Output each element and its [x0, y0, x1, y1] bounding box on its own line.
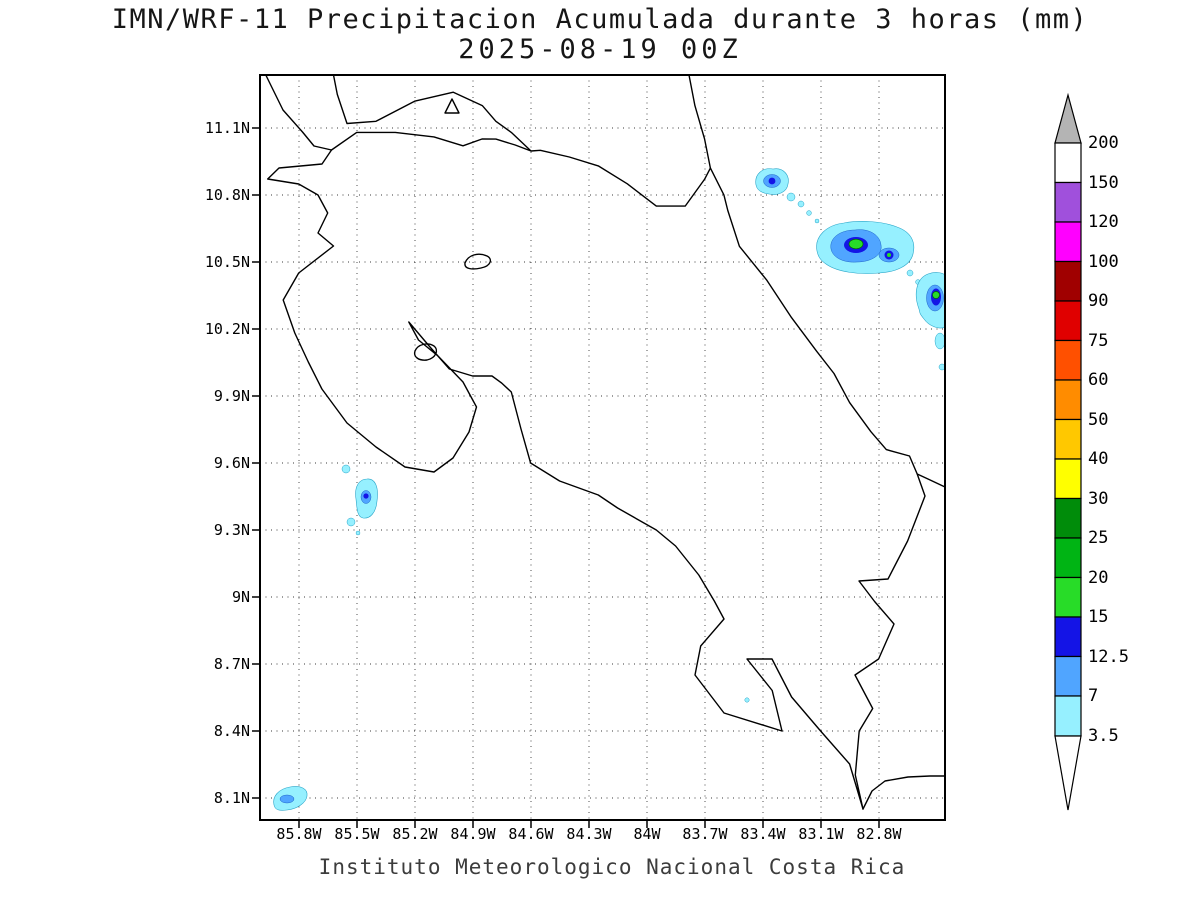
- lat-tick-label: 8.4N: [213, 722, 250, 740]
- colorbar-segment: [1054, 576, 1082, 618]
- lon-tick-label: 84W: [633, 825, 661, 843]
- lake-arenal-outline: [464, 253, 492, 270]
- precip-cell-right-edge: [916, 272, 946, 371]
- colorbar-segment: [1054, 221, 1082, 263]
- colorbar-tick-label: 75: [1088, 331, 1109, 351]
- panama-pacific-coast: [862, 775, 946, 810]
- colorbar-tick-label: 7: [1088, 686, 1099, 706]
- lat-tick-label: 10.5N: [204, 253, 250, 271]
- lon-tick-label: 85.5W: [334, 825, 380, 843]
- colorbar-tick-label: 200: [1088, 133, 1119, 153]
- lat-tick-label: 9.6N: [213, 454, 250, 472]
- map-plot: [252, 74, 946, 828]
- colorbar: [1054, 92, 1082, 811]
- colorbar-tick-label: 90: [1088, 291, 1109, 311]
- figure-title-line1: IMN/WRF-11 Precipitacion Acumulada duran…: [111, 4, 1089, 35]
- precip-cell-caribbean-main: [816, 221, 921, 285]
- lon-tick-label: 84.3W: [566, 825, 612, 843]
- colorbar-segment: [1054, 418, 1082, 460]
- lake-nicaragua-and-san-juan-river: [332, 74, 712, 207]
- footer-credit: Instituto Meteorologico Nacional Costa R…: [318, 855, 906, 879]
- precip-cell-nicoya: [341, 464, 378, 536]
- colorbar-tick-label: 150: [1088, 173, 1119, 193]
- lon-tick-label: 85.2W: [392, 825, 438, 843]
- colorbar-segment: [1054, 300, 1082, 342]
- colorbar-segment: [1054, 537, 1082, 579]
- colorbar-segment: [1054, 655, 1082, 697]
- lon-tick-label: 84.9W: [450, 825, 496, 843]
- lake-island-triangle: [444, 98, 460, 114]
- colorbar-segment: [1054, 616, 1082, 658]
- coastline-borders: [265, 74, 946, 810]
- precip-speck-golfo-dulce: [744, 697, 750, 703]
- colorbar-segment: [1054, 181, 1082, 223]
- colorbar-segment: [1054, 142, 1082, 184]
- nicaragua-border: [330, 131, 532, 152]
- graticule-gridlines: [260, 75, 945, 820]
- lat-tick-label: 9.9N: [213, 387, 250, 405]
- precip-cell-southwest-offshore: [273, 786, 308, 811]
- colorbar-segment: [1054, 339, 1082, 381]
- lon-tick-label: 84.6W: [508, 825, 554, 843]
- lat-tick-label: 8.7N: [213, 655, 250, 673]
- colorbar-tick-label: 30: [1088, 489, 1109, 509]
- lat-tick-label: 9.3N: [213, 521, 250, 539]
- colorbar-tick-label: 15: [1088, 607, 1109, 627]
- colorbar-tick-label: 120: [1088, 212, 1119, 232]
- lat-tick-label: 8.1N: [213, 789, 250, 807]
- colorbar-segment: [1054, 497, 1082, 539]
- colorbar-segment: [1054, 260, 1082, 302]
- axis-ticks: [252, 127, 880, 828]
- colorbar-tick-label: 12.5: [1088, 647, 1129, 667]
- lat-tick-label: 10.2N: [204, 320, 250, 338]
- colorbar-tick-label: 3.5: [1088, 726, 1119, 746]
- colorbar-over-triangle: [1054, 92, 1082, 144]
- lon-tick-label: 83.1W: [798, 825, 844, 843]
- isla-chira-outline: [413, 343, 438, 361]
- lat-tick-label: 10.8N: [204, 186, 250, 204]
- lat-tick-label: 9N: [231, 588, 250, 606]
- colorbar-tick-label: 25: [1088, 528, 1109, 548]
- colorbar-tick-label: 50: [1088, 410, 1109, 430]
- lon-tick-label: 85.8W: [276, 825, 322, 843]
- lon-tick-label: 83.4W: [740, 825, 786, 843]
- colorbar-segment: [1054, 379, 1082, 421]
- colorbar-tick-label: 60: [1088, 370, 1109, 390]
- colorbar-under-triangle: [1054, 735, 1082, 811]
- precip-cell-caribbean-north: [755, 168, 820, 224]
- colorbar-segment: [1054, 458, 1082, 500]
- map-frame: [259, 74, 946, 821]
- lon-tick-label: 82.8W: [856, 825, 902, 843]
- colorbar-tick-label: 20: [1088, 568, 1109, 588]
- colorbar-tick-label: 100: [1088, 252, 1119, 272]
- lon-tick-label: 83.7W: [682, 825, 728, 843]
- colorbar-tick-label: 40: [1088, 449, 1109, 469]
- precip-field: [273, 168, 946, 811]
- pacific-coast-and-panama-border: [265, 74, 926, 810]
- lat-tick-label: 11.1N: [204, 119, 250, 137]
- figure-title-line2: 2025-08-19 00Z: [458, 34, 742, 65]
- caribbean-coast: [688, 74, 946, 488]
- colorbar-segment: [1054, 695, 1082, 737]
